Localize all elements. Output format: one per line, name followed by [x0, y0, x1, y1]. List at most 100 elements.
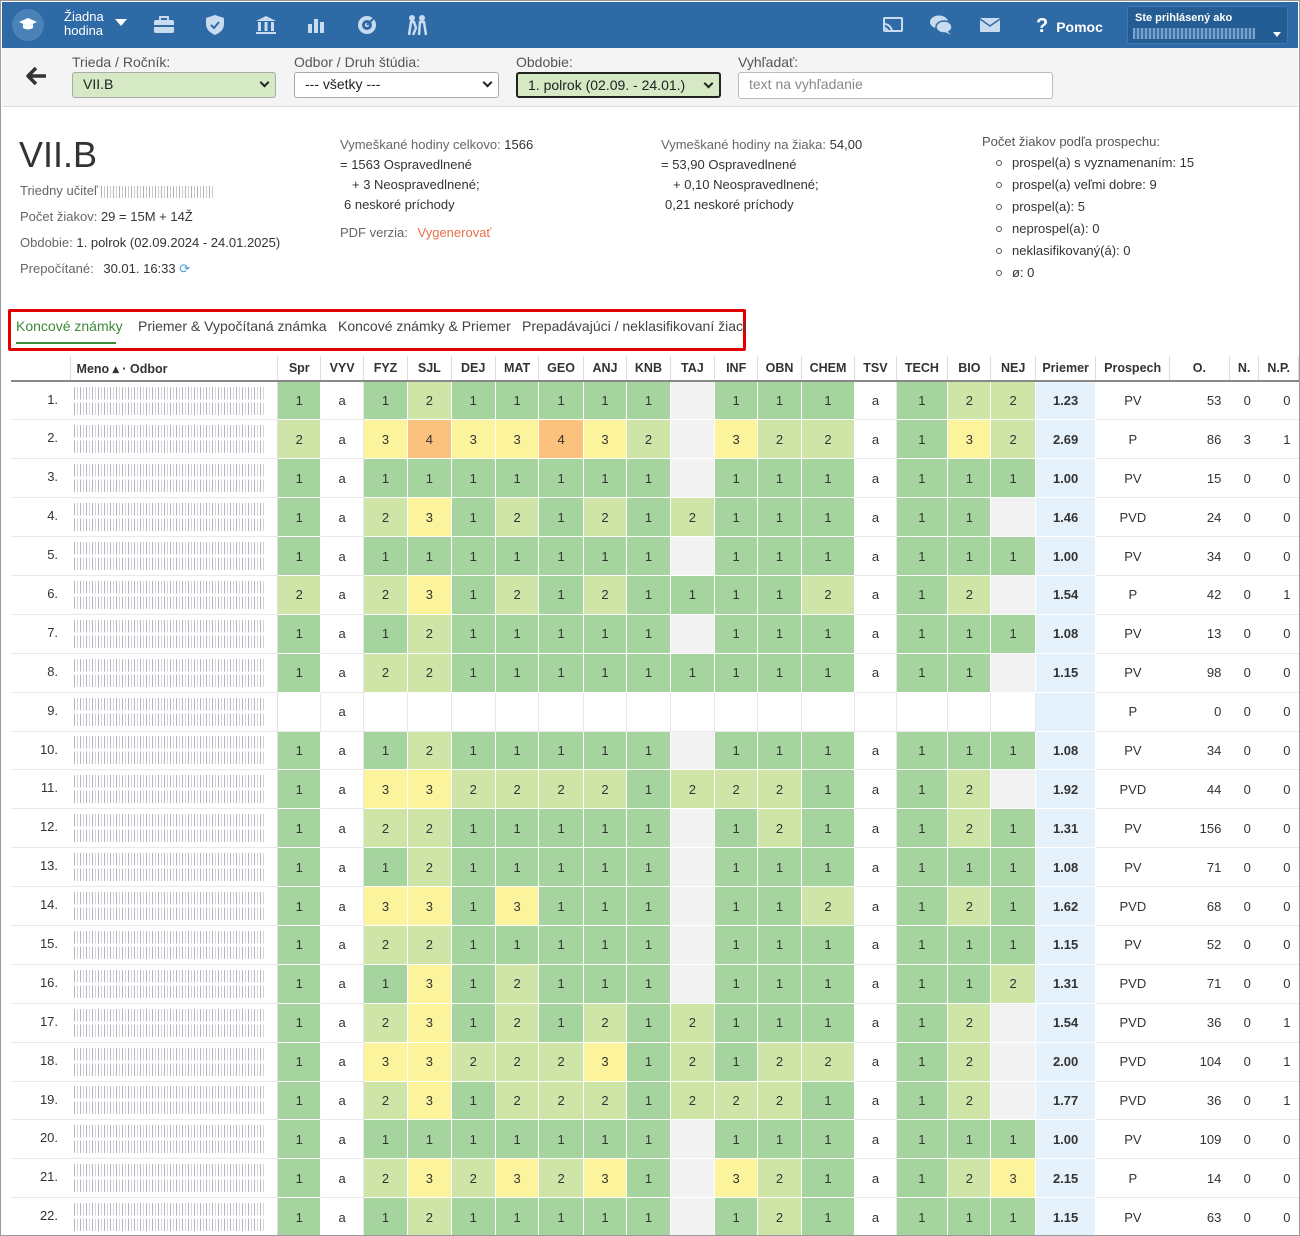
grade-cell-obn[interactable]: 2 [757, 808, 802, 849]
grade-cell-bio[interactable]: 1 [947, 497, 992, 538]
grade-cell-chem[interactable]: 1 [801, 497, 856, 538]
grade-cell-spr[interactable]: 1 [277, 1003, 322, 1043]
grade-cell-tsv[interactable]: a [854, 419, 897, 460]
tab-final-and-average[interactable]: Koncové známky & Priemer [338, 318, 511, 334]
grade-cell-tech[interactable]: 1 [896, 419, 949, 460]
grade-cell-knb[interactable] [626, 692, 671, 732]
student-name-redacted[interactable] [70, 886, 279, 926]
grade-cell-inf[interactable]: 1 [714, 964, 759, 1004]
header-subject-inf[interactable]: INF [714, 356, 759, 382]
grade-cell-nej[interactable]: 1 [990, 536, 1036, 576]
header-subject-sjl[interactable]: SJL [407, 356, 452, 382]
back-arrow-icon[interactable] [26, 66, 48, 89]
grade-cell-tsv[interactable]: a [854, 847, 897, 888]
grade-cell-geo[interactable]: 1 [538, 614, 584, 654]
grade-cell-tsv[interactable]: a [854, 1158, 897, 1199]
grade-cell-inf[interactable]: 1 [714, 614, 759, 654]
grade-cell-bio[interactable]: 2 [947, 1158, 992, 1199]
grade-cell-anj[interactable]: 1 [583, 1197, 628, 1235]
grade-cell-vyv[interactable]: a [320, 808, 364, 849]
grade-cell-tsv[interactable]: a [854, 964, 897, 1004]
table-row[interactable]: 16. 1 a 1 3 1 2 1 1 1 1 1 1 a 1 1 2 1.31 PVD 71 0 0 [11, 964, 1299, 1004]
grade-cell-fyz[interactable]: 2 [363, 1003, 409, 1043]
grade-cell-dej[interactable]: 1 [451, 1119, 496, 1160]
grade-cell-anj[interactable]: 2 [583, 1003, 628, 1043]
grade-cell-vyv[interactable]: a [320, 381, 364, 421]
grade-cell-geo[interactable]: 1 [538, 1119, 584, 1160]
grade-cell-vyv[interactable]: a [320, 458, 364, 499]
grade-cell-geo[interactable]: 1 [538, 536, 584, 576]
grade-cell-knb[interactable]: 1 [626, 536, 671, 576]
grade-cell-nej[interactable]: 2 [990, 381, 1036, 421]
grade-cell-taj[interactable] [670, 925, 716, 965]
table-row[interactable]: 1. 1 a 1 2 1 1 1 1 1 1 1 1 a 1 2 2 1.23 PV 53 0 0 [11, 381, 1299, 421]
table-row[interactable]: 17. 1 a 2 3 1 2 1 2 1 2 1 1 1 a 1 2 1.54 PVD 36 0 1 [11, 1003, 1299, 1043]
grade-cell-knb[interactable]: 1 [626, 575, 671, 615]
grade-cell-obn[interactable]: 1 [757, 847, 802, 888]
period-select[interactable]: 1. polrok (02.09. - 24.01.) [516, 72, 721, 98]
grade-cell-obn[interactable]: 2 [757, 1197, 802, 1235]
grade-cell-chem[interactable]: 1 [801, 1119, 856, 1160]
grade-cell-inf[interactable]: 1 [714, 1003, 759, 1043]
briefcase-icon[interactable] [151, 12, 177, 38]
grade-cell-dej[interactable]: 1 [451, 964, 496, 1004]
student-name-redacted[interactable] [70, 808, 279, 849]
header-name-sort[interactable]: Meno ▴ · Odbor [70, 356, 279, 382]
grade-cell-sjl[interactable]: 1 [407, 1119, 452, 1160]
student-name-redacted[interactable] [70, 1081, 279, 1121]
table-row[interactable]: 2. 2 a 3 4 3 3 4 3 2 3 2 2 a 1 3 2 2.69 P 86 3 1 [11, 419, 1299, 460]
grade-cell-tech[interactable] [896, 692, 949, 732]
grade-cell-fyz[interactable]: 2 [363, 497, 409, 538]
student-name-redacted[interactable] [70, 536, 279, 576]
grade-cell-inf[interactable]: 1 [714, 1119, 759, 1160]
grade-cell-fyz[interactable]: 2 [363, 925, 409, 965]
student-name-redacted[interactable] [70, 1042, 279, 1082]
grade-cell-obn[interactable]: 1 [757, 575, 802, 615]
grade-cell-vyv[interactable]: a [320, 1197, 364, 1235]
grade-cell-nej[interactable]: 1 [990, 925, 1036, 965]
grade-cell-anj[interactable]: 1 [583, 731, 628, 771]
grade-cell-bio[interactable] [947, 692, 992, 732]
grade-cell-nej[interactable]: 3 [990, 1158, 1036, 1199]
grade-cell-fyz[interactable]: 2 [363, 653, 409, 693]
pdf-generate-link[interactable]: Vygenerovať [417, 225, 492, 240]
grade-cell-spr[interactable]: 1 [277, 847, 322, 888]
grade-cell-knb[interactable]: 1 [626, 458, 671, 499]
grade-cell-spr[interactable]: 1 [277, 1119, 322, 1160]
student-name-redacted[interactable] [70, 419, 279, 460]
grade-cell-tech[interactable]: 1 [896, 1158, 949, 1199]
grade-cell-bio[interactable]: 2 [947, 886, 992, 926]
header-unexcused[interactable]: N. [1229, 356, 1260, 382]
grade-cell-geo[interactable]: 1 [538, 925, 584, 965]
grade-cell-tsv[interactable]: a [854, 1119, 897, 1160]
grade-cell-taj[interactable] [670, 847, 716, 888]
grade-cell-inf[interactable]: 1 [714, 925, 759, 965]
table-row[interactable]: 4. 1 a 2 3 1 2 1 2 1 2 1 1 1 a 1 1 1.46 PVD 24 0 0 [11, 497, 1299, 538]
grade-cell-fyz[interactable]: 1 [363, 964, 409, 1004]
grade-cell-knb[interactable]: 1 [626, 1081, 671, 1121]
grade-cell-dej[interactable]: 2 [451, 1158, 496, 1199]
grade-cell-knb[interactable]: 1 [626, 731, 671, 771]
table-row[interactable]: 15. 1 a 2 2 1 1 1 1 1 1 1 1 a 1 1 1 1.15 PV 52 0 0 [11, 925, 1299, 965]
grade-cell-inf[interactable]: 1 [714, 847, 759, 888]
header-subject-spr[interactable]: Spr [277, 356, 322, 382]
grade-cell-fyz[interactable]: 1 [363, 847, 409, 888]
grade-cell-nej[interactable]: 1 [990, 847, 1036, 888]
grade-cell-dej[interactable]: 2 [451, 1042, 496, 1082]
grade-cell-nej[interactable] [990, 497, 1036, 538]
grade-cell-knb[interactable]: 1 [626, 381, 671, 421]
grade-cell-vyv[interactable]: a [320, 886, 364, 926]
grade-cell-sjl[interactable]: 3 [407, 1042, 452, 1082]
grade-cell-inf[interactable]: 1 [714, 653, 759, 693]
grade-cell-dej[interactable]: 1 [451, 886, 496, 926]
grade-cell-knb[interactable]: 1 [626, 1197, 671, 1235]
table-row[interactable]: 21. 1 a 2 3 2 3 2 3 1 3 2 1 a 1 2 3 2.15 P 14 0 0 [11, 1158, 1299, 1199]
grade-cell-spr[interactable]: 1 [277, 1197, 322, 1235]
grade-cell-geo[interactable]: 1 [538, 1003, 584, 1043]
grade-cell-dej[interactable]: 1 [451, 847, 496, 888]
grade-cell-obn[interactable]: 1 [757, 536, 802, 576]
grade-cell-inf[interactable]: 3 [714, 1158, 759, 1199]
grade-cell-chem[interactable]: 1 [801, 808, 856, 849]
grade-cell-tech[interactable]: 1 [896, 458, 949, 499]
table-row[interactable]: 14. 1 a 3 3 1 3 1 1 1 1 1 2 a 1 2 1 1.62 PVD 68 0 0 [11, 886, 1299, 926]
